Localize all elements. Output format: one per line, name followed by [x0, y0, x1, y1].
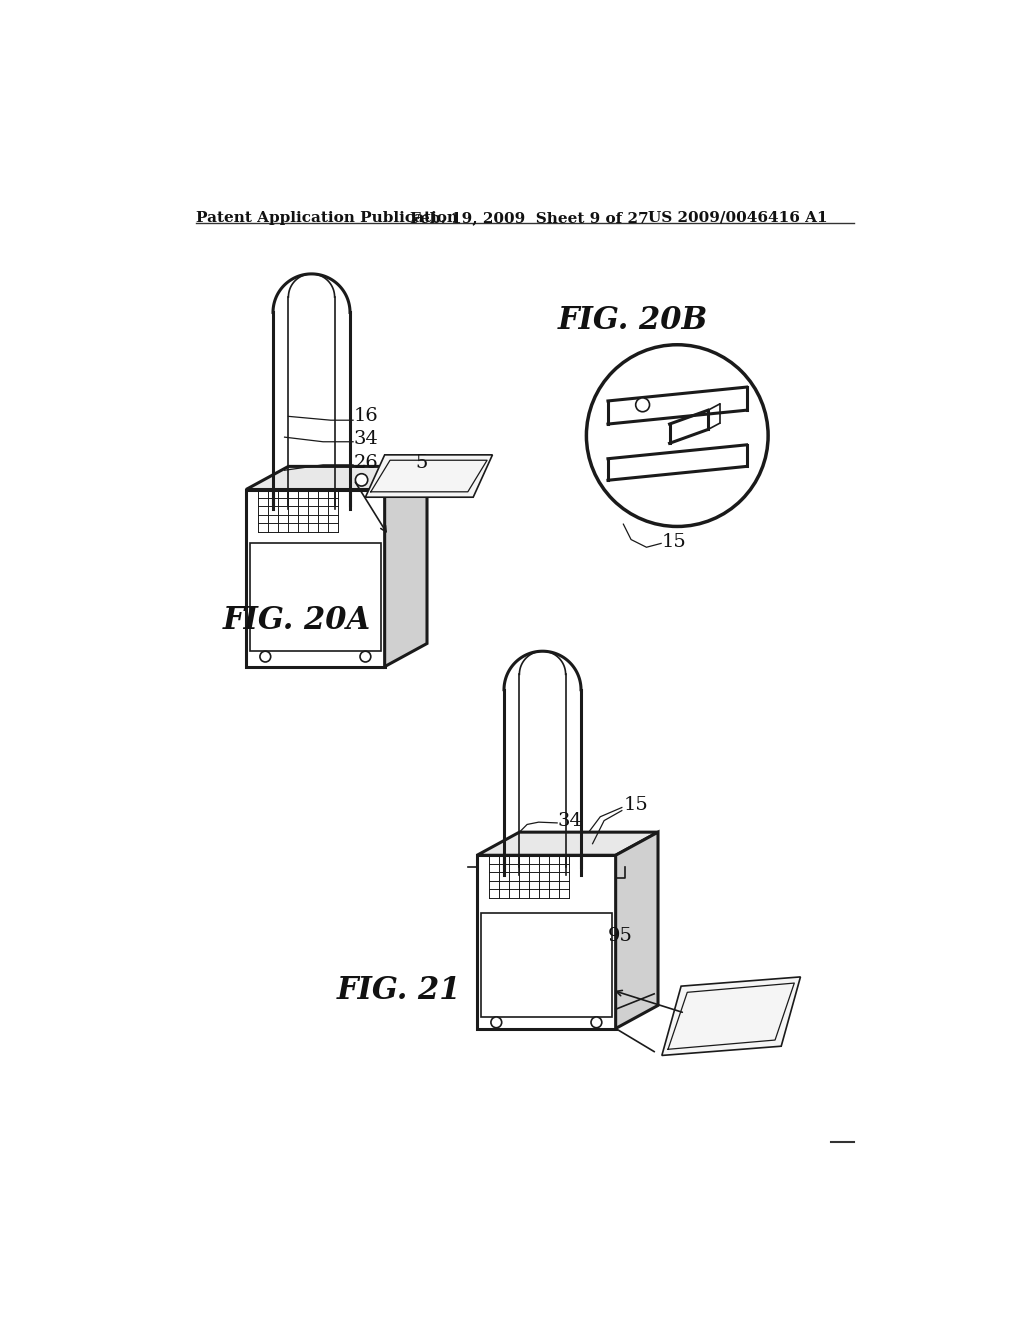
Circle shape [587, 345, 768, 527]
Circle shape [591, 1016, 602, 1028]
Text: 95: 95 [608, 927, 633, 945]
Text: 26: 26 [354, 454, 379, 471]
Polygon shape [385, 466, 427, 667]
Circle shape [360, 651, 371, 663]
Circle shape [260, 651, 270, 663]
Polygon shape [246, 466, 427, 490]
Text: 15: 15 [624, 796, 648, 814]
Polygon shape [615, 832, 658, 1028]
Circle shape [490, 1016, 502, 1028]
Circle shape [636, 397, 649, 412]
Polygon shape [662, 977, 801, 1056]
Text: FIG. 20B: FIG. 20B [558, 305, 709, 335]
Text: 34: 34 [354, 430, 379, 449]
Bar [477, 855, 615, 1028]
Polygon shape [477, 832, 658, 855]
Bar [246, 490, 385, 667]
Bar [481, 913, 611, 1016]
Text: FIG. 20A: FIG. 20A [223, 605, 371, 636]
Text: 16: 16 [354, 408, 379, 425]
Text: 34: 34 [558, 812, 583, 829]
Text: 15: 15 [662, 533, 687, 550]
Circle shape [355, 474, 368, 486]
Text: Patent Application Publication: Patent Application Publication [196, 211, 458, 224]
Bar [250, 544, 381, 651]
Text: Feb. 19, 2009  Sheet 9 of 27: Feb. 19, 2009 Sheet 9 of 27 [410, 211, 648, 224]
Polygon shape [366, 455, 493, 498]
Text: US 2009/0046416 A1: US 2009/0046416 A1 [648, 211, 827, 224]
Text: 5: 5 [416, 454, 428, 471]
Text: FIG. 21: FIG. 21 [337, 974, 462, 1006]
